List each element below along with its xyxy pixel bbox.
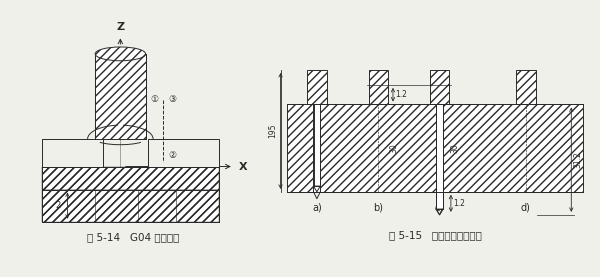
- Bar: [42, 189, 218, 222]
- Text: 2: 2: [56, 201, 61, 210]
- Text: 31.2: 31.2: [574, 151, 583, 168]
- Bar: [368, 70, 388, 104]
- Bar: [516, 70, 536, 104]
- Bar: [42, 189, 218, 222]
- Text: 30: 30: [451, 143, 460, 153]
- Bar: [95, 54, 146, 139]
- Text: ②: ②: [168, 150, 176, 160]
- Text: a): a): [312, 203, 322, 213]
- Text: 图 5-14   G04 编程举例: 图 5-14 G04 编程举例: [87, 232, 179, 242]
- Text: Z: Z: [116, 22, 124, 32]
- Bar: [436, 104, 443, 209]
- Text: 1.2: 1.2: [453, 199, 465, 208]
- Bar: [42, 166, 218, 189]
- Bar: [430, 70, 449, 104]
- Bar: [42, 139, 103, 166]
- Bar: [42, 189, 218, 222]
- Bar: [95, 54, 146, 139]
- Bar: [313, 104, 320, 192]
- Text: ①: ①: [151, 95, 158, 104]
- Bar: [368, 70, 388, 104]
- Bar: [287, 104, 583, 192]
- Bar: [287, 104, 583, 192]
- Bar: [307, 70, 326, 104]
- Text: 图 5-15   刀具长度补偿示例: 图 5-15 刀具长度补偿示例: [389, 230, 481, 240]
- Bar: [42, 166, 218, 189]
- Text: c): c): [435, 203, 444, 213]
- Bar: [516, 70, 536, 104]
- Bar: [430, 70, 449, 104]
- Bar: [314, 104, 320, 186]
- Bar: [42, 189, 218, 222]
- Text: b): b): [373, 203, 383, 213]
- Text: 30: 30: [389, 143, 398, 153]
- Bar: [436, 104, 443, 209]
- Text: 195: 195: [268, 124, 277, 138]
- Bar: [148, 139, 218, 166]
- Text: 5: 5: [56, 148, 61, 157]
- Text: 1.2: 1.2: [395, 90, 407, 99]
- Text: X: X: [239, 161, 247, 171]
- Text: d): d): [521, 203, 531, 213]
- Ellipse shape: [95, 47, 146, 61]
- Bar: [42, 166, 218, 189]
- Bar: [307, 70, 326, 104]
- Text: ③: ③: [168, 95, 176, 104]
- Bar: [42, 166, 218, 189]
